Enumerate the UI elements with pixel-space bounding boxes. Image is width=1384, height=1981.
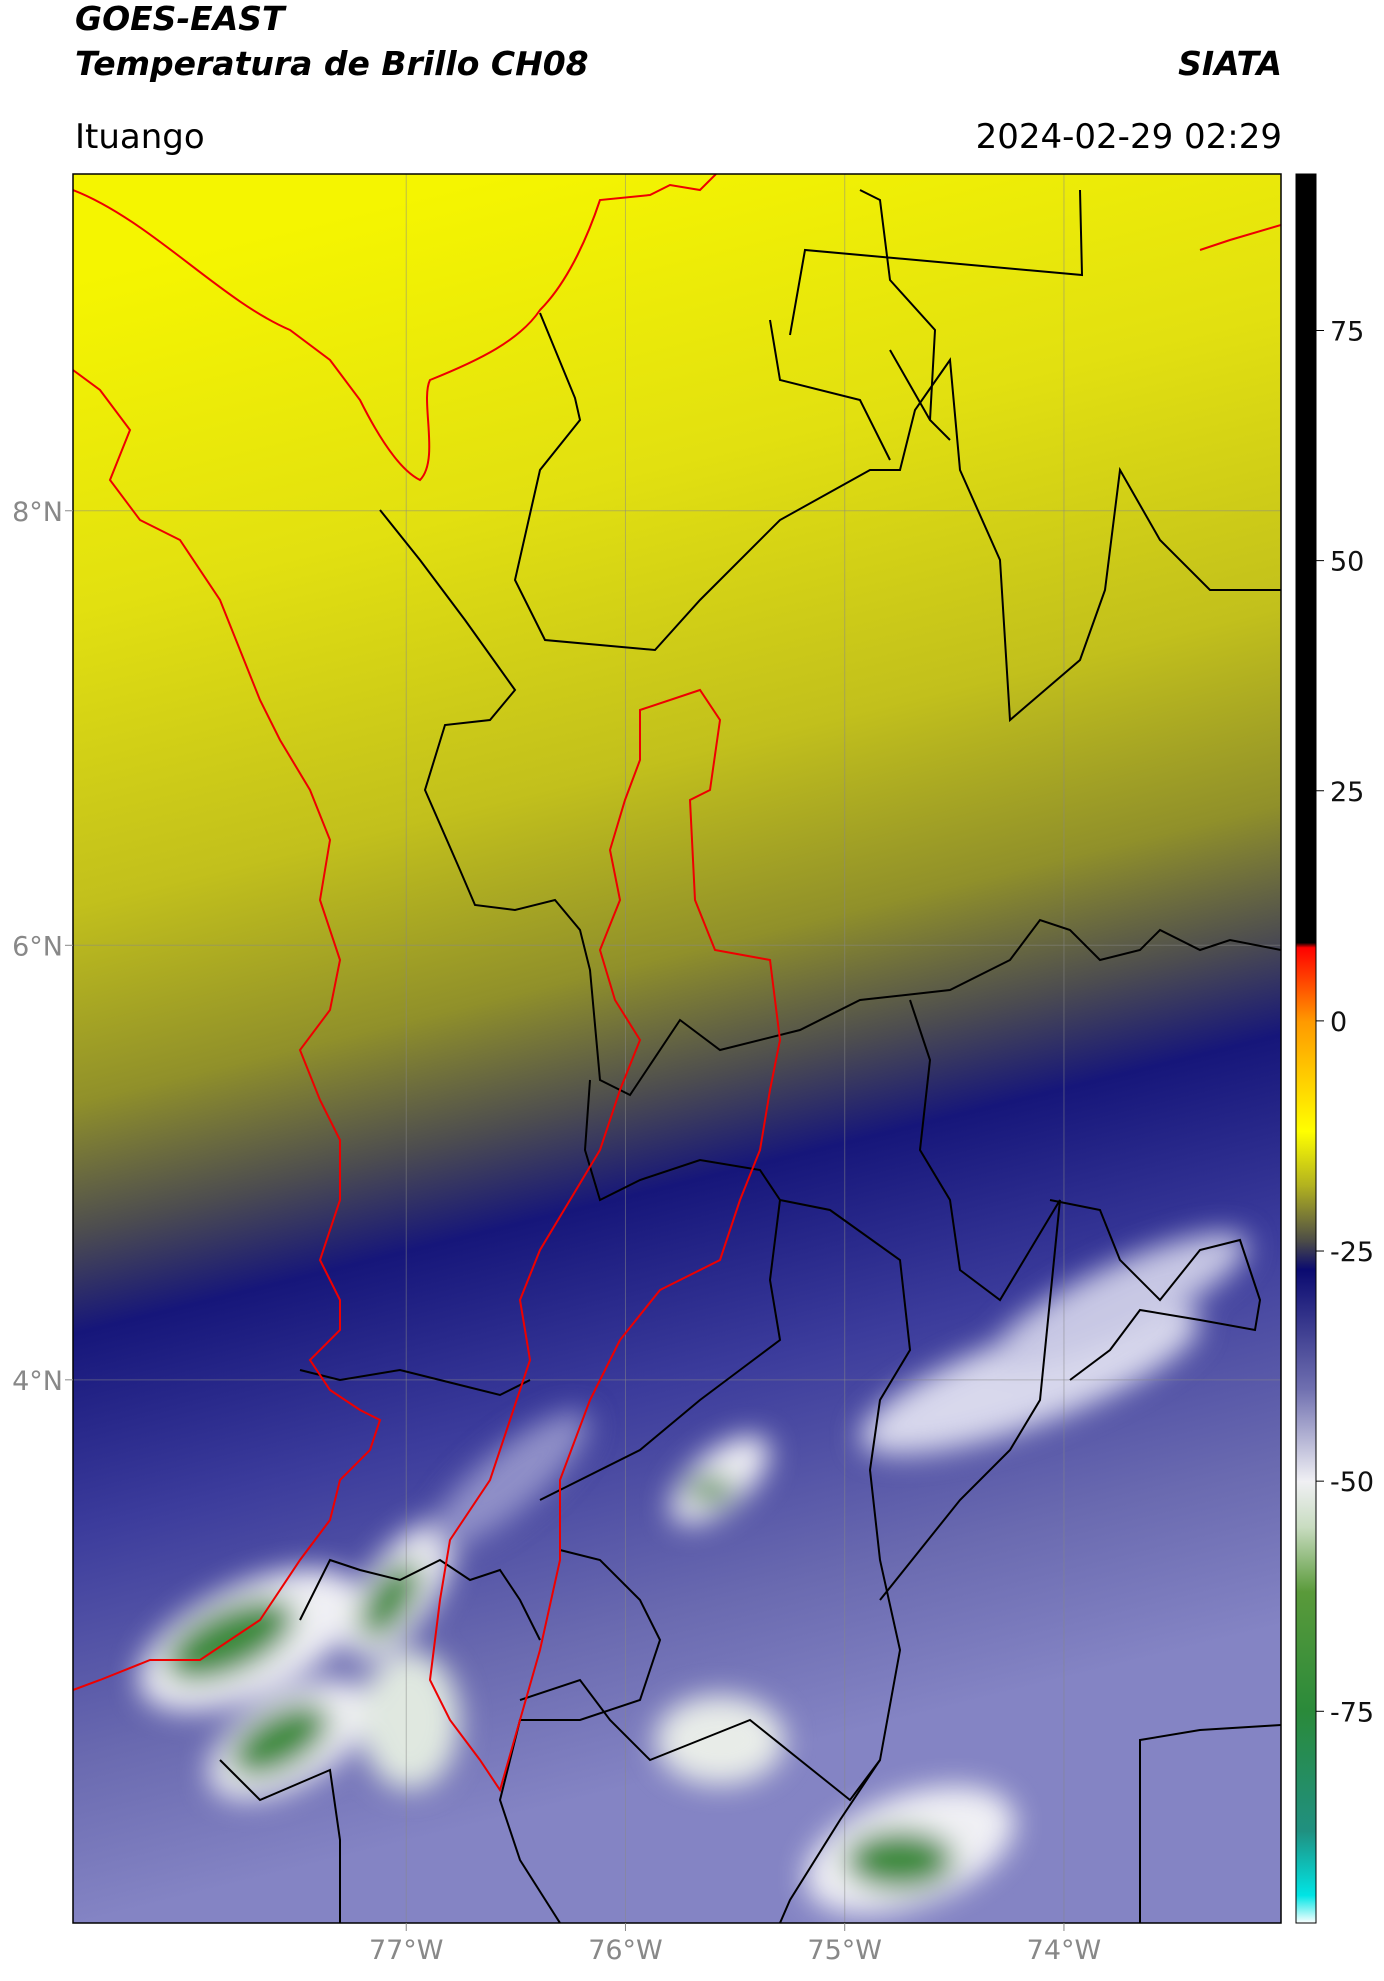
colorbar-tick-label: 0 [1330, 1007, 1347, 1038]
colorbar-segment [1296, 1711, 1316, 1832]
colorbar [1296, 174, 1316, 1924]
coastline-and-boundary [73, 174, 1281, 1793]
colorbar-tick-label: -75 [1330, 1697, 1374, 1728]
colorbar-tick-label: -25 [1330, 1237, 1374, 1268]
admin-borders [219, 189, 1281, 1923]
map-frame [72, 173, 1282, 1924]
y-tick-label: 6°N [12, 931, 63, 962]
x-tick-label: 77°W [369, 1935, 444, 1966]
colorbar-segment [1296, 1481, 1316, 1528]
colorbar-tick-label: 50 [1330, 547, 1364, 578]
colorbar-segment [1296, 1527, 1316, 1593]
colorbar-tick-label: -50 [1330, 1467, 1374, 1498]
y-tick-label: 4°N [12, 1366, 63, 1397]
clouds [138, 1232, 1248, 1914]
colorbar-segment [1296, 1389, 1316, 1482]
colorbar-segment [1296, 947, 1316, 1022]
colorbar-segment [1296, 1269, 1316, 1390]
map-imagery [73, 174, 1281, 1923]
colorbar-segment [1296, 1895, 1316, 1924]
colorbar-segment [1296, 942, 1316, 948]
colorbar-segment [1296, 1131, 1316, 1188]
subtitle: Temperatura de Brillo CH08 [75, 44, 589, 83]
colorbar-segment [1296, 1186, 1316, 1243]
y-tick-label: 8°N [12, 497, 63, 528]
colorbar-frame [1295, 173, 1317, 1924]
source: SIATA [1178, 44, 1282, 83]
colorbar-tick-label: 75 [1330, 316, 1364, 347]
colorbar-segment [1296, 1241, 1316, 1270]
colorbar-segment [1296, 1830, 1316, 1896]
colorbar-segment [1296, 1020, 1316, 1132]
x-tick-label: 76°W [588, 1935, 663, 1966]
datetime: 2024-02-29 02:29 [976, 117, 1282, 157]
colorbar-segment [1296, 174, 1316, 944]
x-tick-label: 74°W [1027, 1935, 1102, 1966]
colorbar-tick-label: 25 [1330, 777, 1364, 808]
location: Ituango [75, 117, 205, 157]
title: GOES-EAST [75, 0, 287, 38]
x-tick-label: 75°W [807, 1935, 882, 1966]
grid [73, 174, 1281, 1923]
colorbar-segment [1296, 1591, 1316, 1712]
